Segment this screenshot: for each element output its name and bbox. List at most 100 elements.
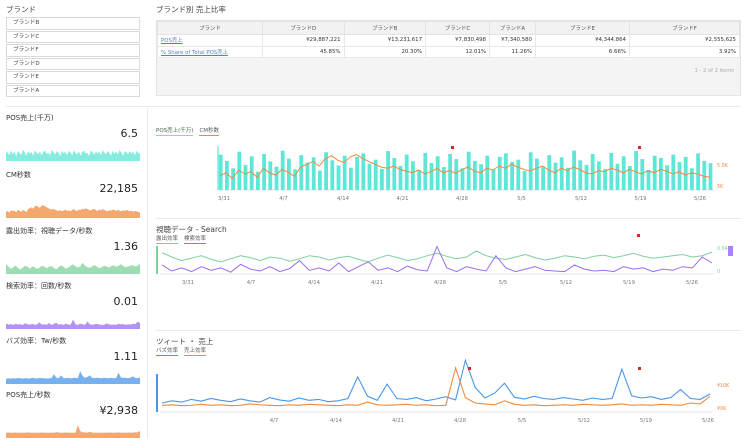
bar [640,159,645,190]
bar [690,168,694,190]
bar [516,159,521,190]
bar [659,158,663,190]
bar [671,154,676,190]
brand-filter: ブランド ブランドB ブランドC ブランドF ブランドD ブランドE ブランドA [6,4,140,99]
brand-filter-item[interactable]: ブランドD [6,57,140,70]
bar [367,163,372,190]
column-header[interactable]: ブランドE [535,21,630,35]
bar [429,163,434,190]
x-tick-label: 3/31 [182,280,194,286]
bar [336,165,341,190]
tweet-sales-chart: ツィート ・ 売上 バズ効率 売上効率 ¥10K ¥0K 4/7 4/14 4/21 4/… [156,336,741,440]
legend-item[interactable]: 検索効率 [184,236,207,244]
bar [280,150,285,190]
sparkline-area [6,149,140,161]
kpi-value: 6.5 [120,127,139,140]
bar [287,158,291,190]
table-cell: 12.01% [425,45,490,58]
bar [243,164,248,190]
bar [411,161,415,190]
table-cell: ¥29,887,221 [262,34,345,47]
event-marker [451,146,454,149]
x-tick-label: 5/19 [635,196,647,202]
bar [566,167,570,190]
brand-filter-item[interactable]: ブランドA [6,84,140,97]
bar-line-plot[interactable]: 3/31 4/7 4/14 4/21 4/28 5/5 5/12 5/19 5/26 5.5K 5K [156,124,741,214]
y-right-label: 5K [717,184,724,190]
kpi-label: 露出効率：視聴データ/秒数 [6,227,93,235]
bar [634,151,638,190]
column-header[interactable]: ブランドF [629,21,740,35]
legend-item[interactable]: 露出効率 [156,236,179,244]
kpi-tile: CM秒数 22,185 [6,170,140,218]
chart-legend: 露出効率 検索効率 [156,234,207,244]
brand-filter-title: ブランド [6,5,36,14]
column-header[interactable]: ブランドA [489,21,536,35]
bar [702,160,707,190]
bar [479,164,483,190]
bar [504,153,508,190]
column-header[interactable]: ブランドD [262,21,345,35]
kpi-tile: 露出効率：視聴データ/秒数 1.36 [6,226,140,274]
x-tick-label: 4/14 [308,280,321,286]
row-label[interactable]: POS売上 [157,34,263,47]
legend-item[interactable]: 売上効率 [184,348,207,356]
bar [398,166,403,190]
kpi-label: バズ効率：Tw/秒数 [6,337,67,345]
bar [361,153,366,190]
x-tick-label: 4/21 [397,196,409,202]
bar [497,156,502,190]
x-tick-label: 5/26 [694,196,707,202]
bar [522,171,527,190]
table-cell: 45.85% [262,45,345,58]
bar [435,156,440,190]
line-plot[interactable]: 0.04 0 3/31 4/7 4/14 4/21 4/28 5/5 5/12 5/19 5/26 [156,224,741,306]
column-header[interactable]: ブランドC [425,21,490,35]
bar [318,170,322,190]
x-tick-label: 5/12 [575,196,587,202]
bar [355,156,359,190]
kpi-tile: 検索効率：回数/秒数 0.01 [6,281,140,329]
kpi-sparkline [6,371,140,384]
chart-legend: POS売上(千万) CM秒数 [156,126,220,136]
legend-item[interactable]: バズ効率 [156,348,179,356]
chart-title: 視聴データ - Search [156,225,227,234]
bar [274,166,279,190]
kpi-tile: POS売上/秒数 ¥2,938 [6,390,140,438]
brand-filter-item[interactable]: ブランドC [6,30,140,43]
share-table-wrapper: ブランド ブランドD ブランドB ブランドC ブランドA ブランドE ブランドF… [156,20,741,96]
x-tick-label: 4/28 [456,196,469,202]
bar [597,161,601,190]
brand-filter-item[interactable]: ブランドB [6,17,140,30]
bar [696,153,700,190]
row-label[interactable]: % Share of Total POS売上 [157,45,263,58]
kpi-label: CM秒数 [6,171,31,179]
table-pager: 1 - 2 of 2 items [694,68,734,74]
kpi-label: 検索効率：回数/秒数 [6,282,72,290]
table-cell: 11.26% [489,45,536,58]
brand-filter-item[interactable]: ブランドE [6,71,140,84]
y-axis-left [156,374,158,412]
kpi-sparkline [6,205,140,218]
legend-item[interactable]: CM秒数 [199,128,220,136]
column-header[interactable]: ブランド [157,21,263,35]
table-cell: 3.92% [629,45,740,58]
share-table-title: ブランド別 売上比率 [156,5,226,14]
column-header[interactable]: ブランドB [343,21,426,35]
bar [578,160,583,190]
x-tick-label: 5/5 [518,418,527,424]
legend-item[interactable]: POS売上(千万) [156,128,194,136]
bar [683,156,688,190]
bar [466,151,471,190]
table-cell: ¥2,555,625 [629,34,740,47]
kpi-value: 22,185 [99,182,139,195]
sparkline-area [6,425,140,438]
table-cell: 6.66% [535,45,630,58]
brand-filter-item[interactable]: ブランドF [6,44,140,57]
bar [262,154,266,190]
section-divider [6,106,740,107]
series-line [161,250,713,263]
bar [708,163,713,190]
x-tick-label: 3/31 [218,196,230,202]
line-plot[interactable]: ¥10K ¥0K 4/7 4/14 4/21 4/28 5/5 5/12 5/19 5/26 [156,336,741,440]
